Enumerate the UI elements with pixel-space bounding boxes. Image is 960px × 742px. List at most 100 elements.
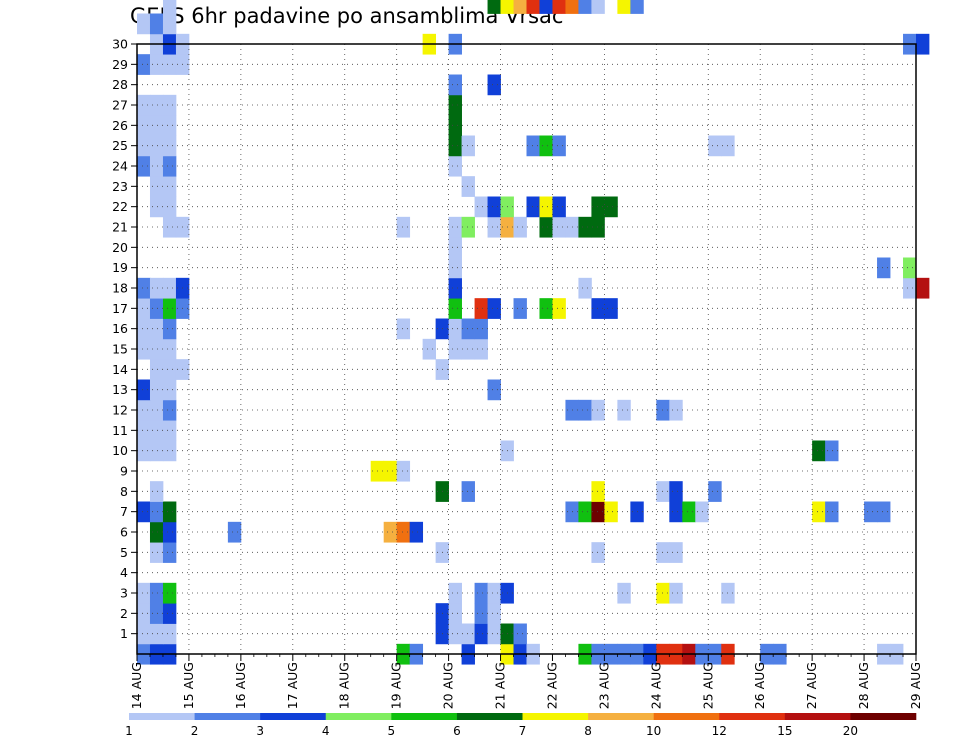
heatmap-cell — [591, 501, 605, 523]
heatmap-cell — [825, 440, 839, 462]
heatmap-cell — [916, 33, 930, 55]
x-tick-label: 15 AUG — [181, 662, 196, 709]
heatmap-cell — [552, 196, 566, 218]
heatmap-cell — [474, 338, 488, 360]
y-tick-label: 4 — [120, 565, 128, 580]
colorbar-label: 5 — [388, 724, 396, 738]
colorbar-swatch — [129, 713, 195, 720]
colorbar-swatch — [522, 713, 589, 720]
heatmap-cell — [903, 277, 917, 299]
colorbar-swatch — [194, 713, 261, 720]
heatmap-cell — [448, 216, 462, 238]
heatmap-cell — [526, 135, 540, 157]
heatmap-cell — [149, 521, 164, 543]
heatmap-cell — [448, 298, 462, 319]
heatmap-cell — [448, 603, 462, 624]
heatmap-cell — [552, 298, 566, 319]
y-tick-label: 21 — [112, 220, 128, 235]
heatmap-cell — [162, 155, 177, 177]
y-tick-label: 12 — [112, 403, 128, 418]
heatmap-cell — [487, 582, 501, 604]
heatmap-cell — [137, 582, 151, 604]
heatmap-cell — [565, 0, 579, 14]
colorbar-label: 3 — [256, 724, 264, 738]
heatmap-cell — [137, 94, 151, 116]
colorbar-swatch — [653, 713, 720, 720]
y-tick-label: 30 — [112, 37, 128, 52]
x-tick-label: 21 AUG — [493, 662, 508, 709]
heatmap-cell — [162, 216, 177, 238]
y-tick-label: 22 — [112, 199, 128, 214]
heatmap-cell — [149, 440, 164, 462]
heatmap-cell — [487, 196, 501, 218]
heatmap-cell — [422, 338, 437, 360]
heatmap-cell — [630, 0, 644, 14]
x-tick-label: 29 AUG — [908, 662, 923, 709]
heatmap-cell — [656, 399, 670, 421]
axes: 1234567891011121314151617181920212223242… — [112, 37, 923, 710]
heatmap-cell — [578, 399, 592, 421]
heatmap-cell — [137, 54, 151, 75]
y-tick-label: 20 — [112, 240, 128, 255]
heatmap-cell — [149, 298, 164, 319]
heatmap-cell — [162, 521, 177, 543]
heatmap-cell — [487, 216, 501, 238]
heatmap-cell — [162, 379, 177, 401]
heatmap-cell — [149, 379, 164, 401]
heatmap-cell — [903, 257, 917, 279]
heatmap-cell — [149, 115, 164, 136]
heatmap-cell — [149, 359, 164, 380]
heatmap-cell — [877, 501, 891, 523]
heatmap-cell — [656, 481, 670, 502]
colorbar-label: 4 — [322, 724, 330, 738]
heatmap-cell — [487, 623, 501, 645]
heatmap-cell — [162, 582, 177, 604]
heatmap-cell — [162, 338, 177, 360]
y-tick-label: 7 — [120, 504, 128, 519]
y-tick-label: 23 — [112, 179, 128, 194]
heatmap-cell — [448, 155, 462, 177]
x-tick-label: 17 AUG — [285, 662, 300, 709]
x-tick-label: 19 AUG — [389, 662, 404, 709]
heatmap-cell — [137, 135, 151, 157]
heatmap-cell — [448, 277, 462, 299]
x-tick-label: 22 AUG — [544, 662, 559, 709]
heatmap-cell — [149, 176, 164, 197]
heatmap-cell — [461, 623, 475, 645]
heatmap-cell — [526, 0, 540, 14]
heatmap-cell — [227, 521, 242, 543]
heatmap-cell — [162, 399, 177, 421]
heatmap-cell — [162, 94, 177, 116]
x-tick-label: 27 AUG — [804, 662, 819, 709]
colorbar-swatch — [588, 713, 654, 720]
heatmap-cell — [526, 196, 540, 218]
heatmap-cell — [825, 501, 839, 523]
y-tick-label: 6 — [120, 525, 128, 540]
y-tick-label: 25 — [112, 138, 128, 153]
heatmap-cell — [448, 94, 462, 116]
x-tick-label: 16 AUG — [233, 662, 248, 709]
heatmap-cell — [591, 399, 605, 421]
y-tick-label: 17 — [112, 301, 128, 316]
colorbar-swatch — [719, 713, 786, 720]
heatmap-cell — [149, 582, 164, 604]
colorbar-label: 7 — [519, 724, 527, 738]
heatmap-cell — [162, 277, 177, 299]
y-tick-label: 5 — [120, 545, 128, 560]
x-tick-label: 28 AUG — [856, 662, 871, 709]
heatmap-cell — [149, 501, 164, 523]
heatmap-cell — [474, 582, 488, 604]
heatmap-cell — [461, 481, 475, 502]
heatmap-cell — [162, 623, 177, 645]
heatmap-cell — [591, 196, 605, 218]
heatmap-cell — [669, 501, 683, 523]
heatmap-cell — [162, 542, 177, 563]
heatmap-cell — [708, 135, 722, 157]
heatmap-cell — [864, 501, 878, 523]
x-tick-label: 23 AUG — [596, 662, 611, 709]
heatmap-cell — [617, 0, 631, 14]
heatmap-cell — [552, 216, 566, 238]
heatmap-cell — [149, 623, 164, 645]
heatmap-cell — [513, 216, 527, 238]
